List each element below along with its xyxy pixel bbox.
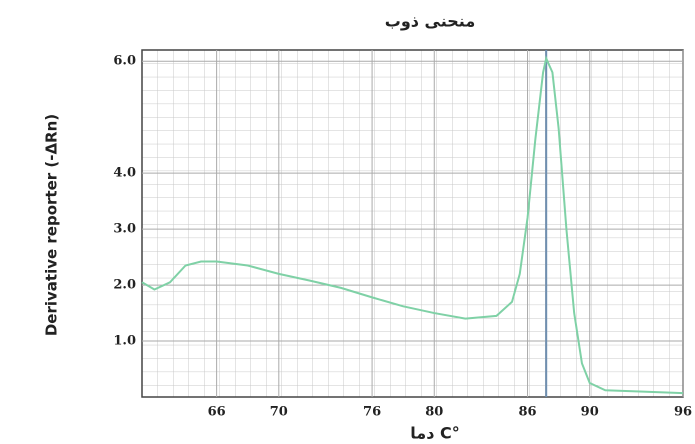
- y-tick-label: 1.0: [113, 334, 136, 349]
- chart-title: منحنی ذوب: [385, 12, 476, 31]
- x-tick-label: 96: [674, 405, 692, 420]
- x-tick-label: 70: [270, 405, 288, 420]
- line-series: [141, 55, 684, 395]
- y-axis-label: Derivative reporter (-ΔRn): [43, 114, 61, 336]
- x-tick-label: 66: [208, 405, 226, 420]
- x-axis-label: دما C°: [410, 424, 459, 443]
- x-tick-label: 76: [363, 405, 381, 420]
- y-tick-label: 2.0: [113, 278, 136, 293]
- y-tick-label: 4.0: [113, 166, 136, 181]
- x-tick-label: 80: [425, 405, 443, 420]
- x-tick-label: 86: [518, 405, 536, 420]
- y-tick-label: 6.0: [113, 54, 136, 69]
- minor-grid: [142, 50, 683, 397]
- x-tick-label: 90: [581, 405, 599, 420]
- y-tick-label: 3.0: [113, 222, 136, 237]
